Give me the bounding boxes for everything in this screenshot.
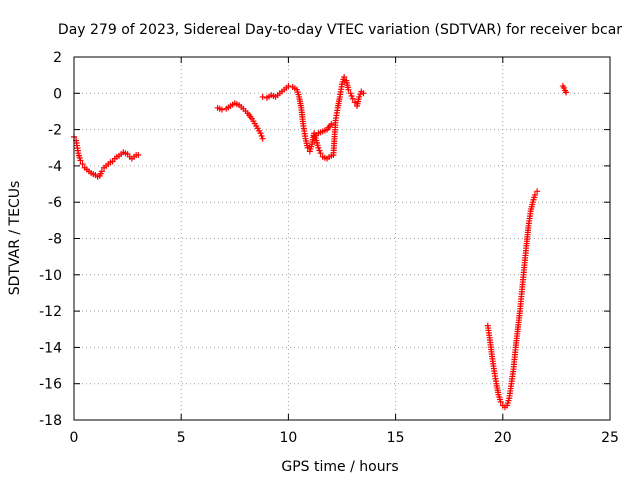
y-tick-label: -14 xyxy=(39,340,62,356)
y-tick-label: -10 xyxy=(39,268,62,284)
series-segment-6 xyxy=(559,83,570,96)
data-point xyxy=(347,90,354,97)
x-tick-labels: 0 5 10 15 20 25 xyxy=(70,430,619,446)
series-segment-5 xyxy=(484,188,541,411)
y-tick-label: -2 xyxy=(48,123,62,139)
y-tick-label: -18 xyxy=(39,413,62,429)
y-tick-label: -4 xyxy=(48,159,62,175)
data-point xyxy=(285,83,292,90)
x-axis-label: GPS time / hours xyxy=(281,459,398,475)
data-point xyxy=(560,84,567,91)
data-point xyxy=(497,398,504,405)
y-tick-label: -8 xyxy=(48,232,62,248)
data-point xyxy=(360,90,367,97)
data-points xyxy=(71,73,570,411)
axis-ticks xyxy=(73,56,611,421)
y-axis-label: SDTVAR / TECUs xyxy=(7,181,23,296)
data-point xyxy=(357,91,364,98)
data-point xyxy=(77,157,84,164)
data-point xyxy=(259,93,266,100)
x-tick-label: 15 xyxy=(387,430,405,446)
grid xyxy=(74,57,610,420)
y-tick-label: -16 xyxy=(39,377,62,393)
data-point xyxy=(563,89,570,96)
y-tick-labels: 2 0 -2 -4 -6 -8 -10 -12 -14 -16 -18 xyxy=(39,50,62,429)
x-tick-label: 0 xyxy=(70,430,79,446)
data-point xyxy=(531,191,538,198)
data-point xyxy=(349,95,356,102)
data-point xyxy=(356,93,363,100)
y-tick-label: 2 xyxy=(53,50,62,66)
data-point xyxy=(316,147,323,154)
data-point xyxy=(79,161,86,168)
data-point xyxy=(345,86,352,93)
data-point xyxy=(317,150,324,157)
x-tick-label: 5 xyxy=(177,430,186,446)
series-segment-1 xyxy=(71,133,142,180)
data-point xyxy=(348,93,355,100)
data-point xyxy=(98,168,105,175)
x-tick-label: 25 xyxy=(601,430,619,446)
data-point xyxy=(135,152,142,159)
data-point xyxy=(259,135,266,142)
series-segment-4 xyxy=(311,121,335,140)
data-point xyxy=(304,144,311,151)
data-point xyxy=(341,73,348,80)
data-point xyxy=(315,144,322,151)
data-point xyxy=(534,188,541,195)
series-segment-3 xyxy=(259,73,367,162)
data-point xyxy=(218,106,225,113)
data-point xyxy=(257,130,264,137)
series-segment-2 xyxy=(214,100,266,142)
data-point xyxy=(258,132,265,139)
x-tick-label: 20 xyxy=(494,430,512,446)
y-tick-label: -6 xyxy=(48,195,62,211)
y-tick-label: -12 xyxy=(39,304,62,320)
data-point xyxy=(328,121,335,128)
chart-title: Day 279 of 2023, Sidereal Day-to-day VTE… xyxy=(58,22,622,38)
y-tick-label: 0 xyxy=(53,86,62,102)
data-point xyxy=(351,99,358,106)
x-tick-label: 10 xyxy=(279,430,297,446)
